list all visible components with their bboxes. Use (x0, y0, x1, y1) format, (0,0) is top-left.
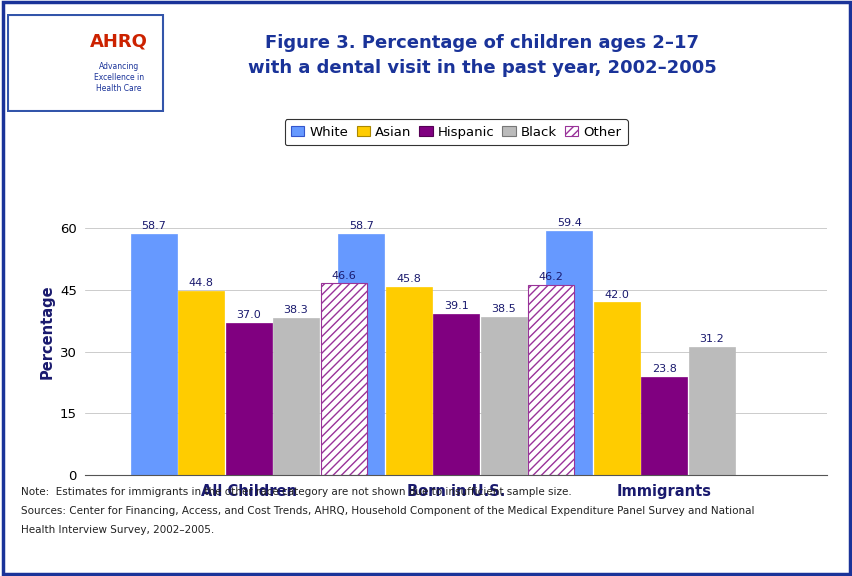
Bar (225, 323, 271, 475)
Text: 44.8: 44.8 (188, 278, 213, 288)
Bar (338, 234, 384, 475)
Text: AHRQ: AHRQ (89, 33, 147, 51)
Text: 37.0: 37.0 (236, 310, 261, 320)
Bar (481, 317, 527, 475)
Text: Sources: Center for Financing, Access, and Cost Trends, AHRQ, Household Componen: Sources: Center for Financing, Access, a… (21, 506, 754, 516)
Text: 58.7: 58.7 (141, 221, 166, 231)
Bar (320, 283, 366, 475)
Text: 31.2: 31.2 (699, 334, 723, 344)
Bar (130, 234, 176, 475)
Text: Figure 3. Percentage of children ages 2–17: Figure 3. Percentage of children ages 2–… (265, 34, 698, 52)
Bar (527, 285, 573, 475)
Bar (385, 287, 431, 475)
Text: 59.4: 59.4 (556, 218, 581, 228)
Text: 23.8: 23.8 (651, 365, 676, 374)
Text: Health Interview Survey, 2002–2005.: Health Interview Survey, 2002–2005. (21, 525, 215, 535)
Text: Advancing
Excellence in
Health Care: Advancing Excellence in Health Care (94, 62, 143, 93)
Y-axis label: Percentage: Percentage (39, 284, 55, 378)
Text: 38.3: 38.3 (284, 305, 308, 314)
Bar (273, 317, 319, 475)
Text: 45.8: 45.8 (396, 274, 421, 284)
Bar (545, 231, 591, 475)
Text: 46.6: 46.6 (331, 271, 355, 281)
Text: 46.2: 46.2 (538, 272, 563, 282)
Text: 39.1: 39.1 (443, 301, 469, 312)
Bar (641, 377, 687, 475)
Text: Note:  Estimates for immigrants in the other race category are not shown due to : Note: Estimates for immigrants in the ot… (21, 487, 572, 497)
Text: 38.5: 38.5 (491, 304, 515, 314)
Bar (688, 347, 734, 475)
Text: with a dental visit in the past year, 2002–2005: with a dental visit in the past year, 20… (247, 59, 716, 77)
Bar (593, 302, 639, 475)
Bar (178, 291, 224, 475)
Legend: White, Asian, Hispanic, Black, Other: White, Asian, Hispanic, Black, Other (285, 119, 627, 145)
Text: 42.0: 42.0 (603, 290, 629, 300)
Text: 58.7: 58.7 (348, 221, 373, 231)
Bar (433, 314, 479, 475)
